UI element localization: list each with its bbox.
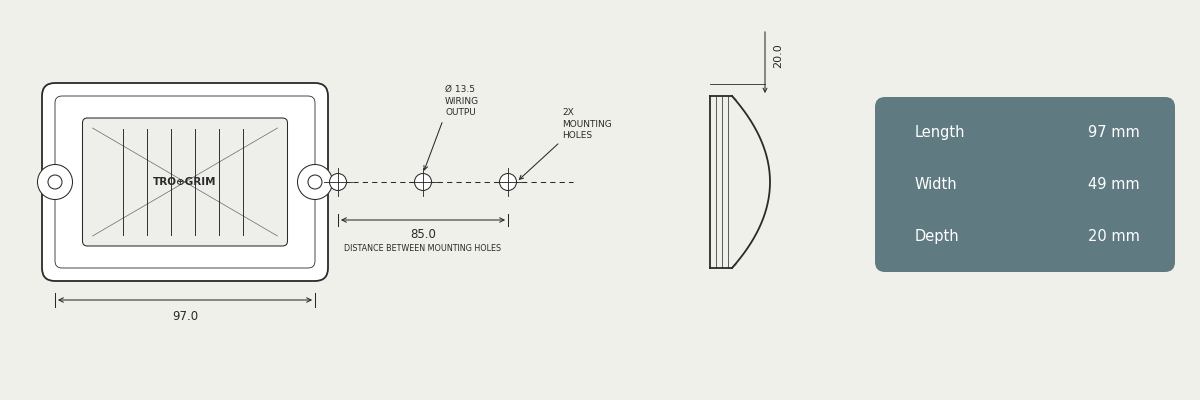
FancyBboxPatch shape (55, 96, 316, 268)
FancyBboxPatch shape (83, 118, 288, 246)
Text: DISTANCE BETWEEN MOUNTING HOLES: DISTANCE BETWEEN MOUNTING HOLES (344, 244, 502, 253)
Text: Length: Length (916, 125, 966, 140)
Text: 20 mm: 20 mm (1088, 229, 1140, 244)
Text: Width: Width (916, 177, 958, 192)
Circle shape (37, 164, 72, 200)
Circle shape (499, 174, 516, 190)
Circle shape (330, 174, 347, 190)
Text: 2X
MOUNTING
HOLES: 2X MOUNTING HOLES (562, 108, 612, 140)
Text: 97.0: 97.0 (172, 310, 198, 323)
Text: Depth: Depth (916, 229, 960, 244)
Circle shape (414, 174, 432, 190)
FancyBboxPatch shape (42, 83, 328, 281)
Circle shape (48, 175, 62, 189)
Text: 97 mm: 97 mm (1088, 125, 1140, 140)
Text: 85.0: 85.0 (410, 228, 436, 241)
Circle shape (298, 164, 332, 200)
Text: TRO⊕GRIM: TRO⊕GRIM (154, 177, 217, 187)
FancyBboxPatch shape (875, 97, 1175, 272)
Text: 49 mm: 49 mm (1088, 177, 1140, 192)
Circle shape (308, 175, 322, 189)
Text: Ø 13.5
WIRING
OUTPU: Ø 13.5 WIRING OUTPU (445, 85, 479, 117)
Text: 20.0: 20.0 (773, 44, 784, 68)
